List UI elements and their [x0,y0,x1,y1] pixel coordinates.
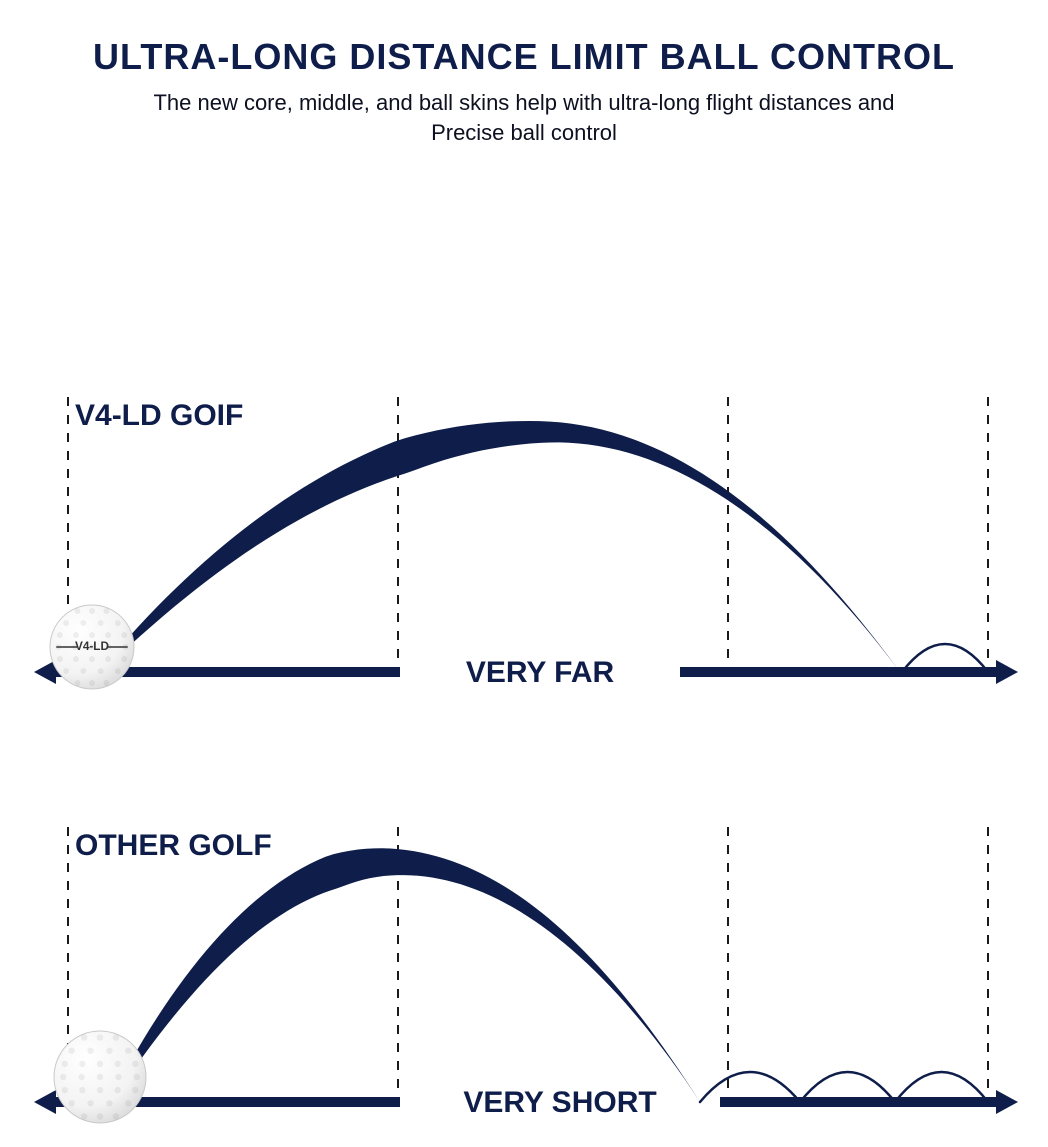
axis-label-v4: VERY FAR [400,656,680,690]
page-title: ULTRA-LONG DISTANCE LIMIT BALL CONTROL [0,0,1048,78]
svg-text:V4-LD: V4-LD [75,640,109,653]
panel-label-other: OTHER GOLF [75,829,272,863]
panel-v4: V4-LD GOIF V4-LD VERY FAR [0,397,1048,717]
panel-label-v4: V4-LD GOIF [75,399,243,433]
panel-other: OTHER GOLF VERY SHORT [0,827,1048,1147]
axis-label-other: VERY SHORT [400,1086,720,1120]
page-subtitle: The new core, middle, and ball skins hel… [0,88,1048,147]
